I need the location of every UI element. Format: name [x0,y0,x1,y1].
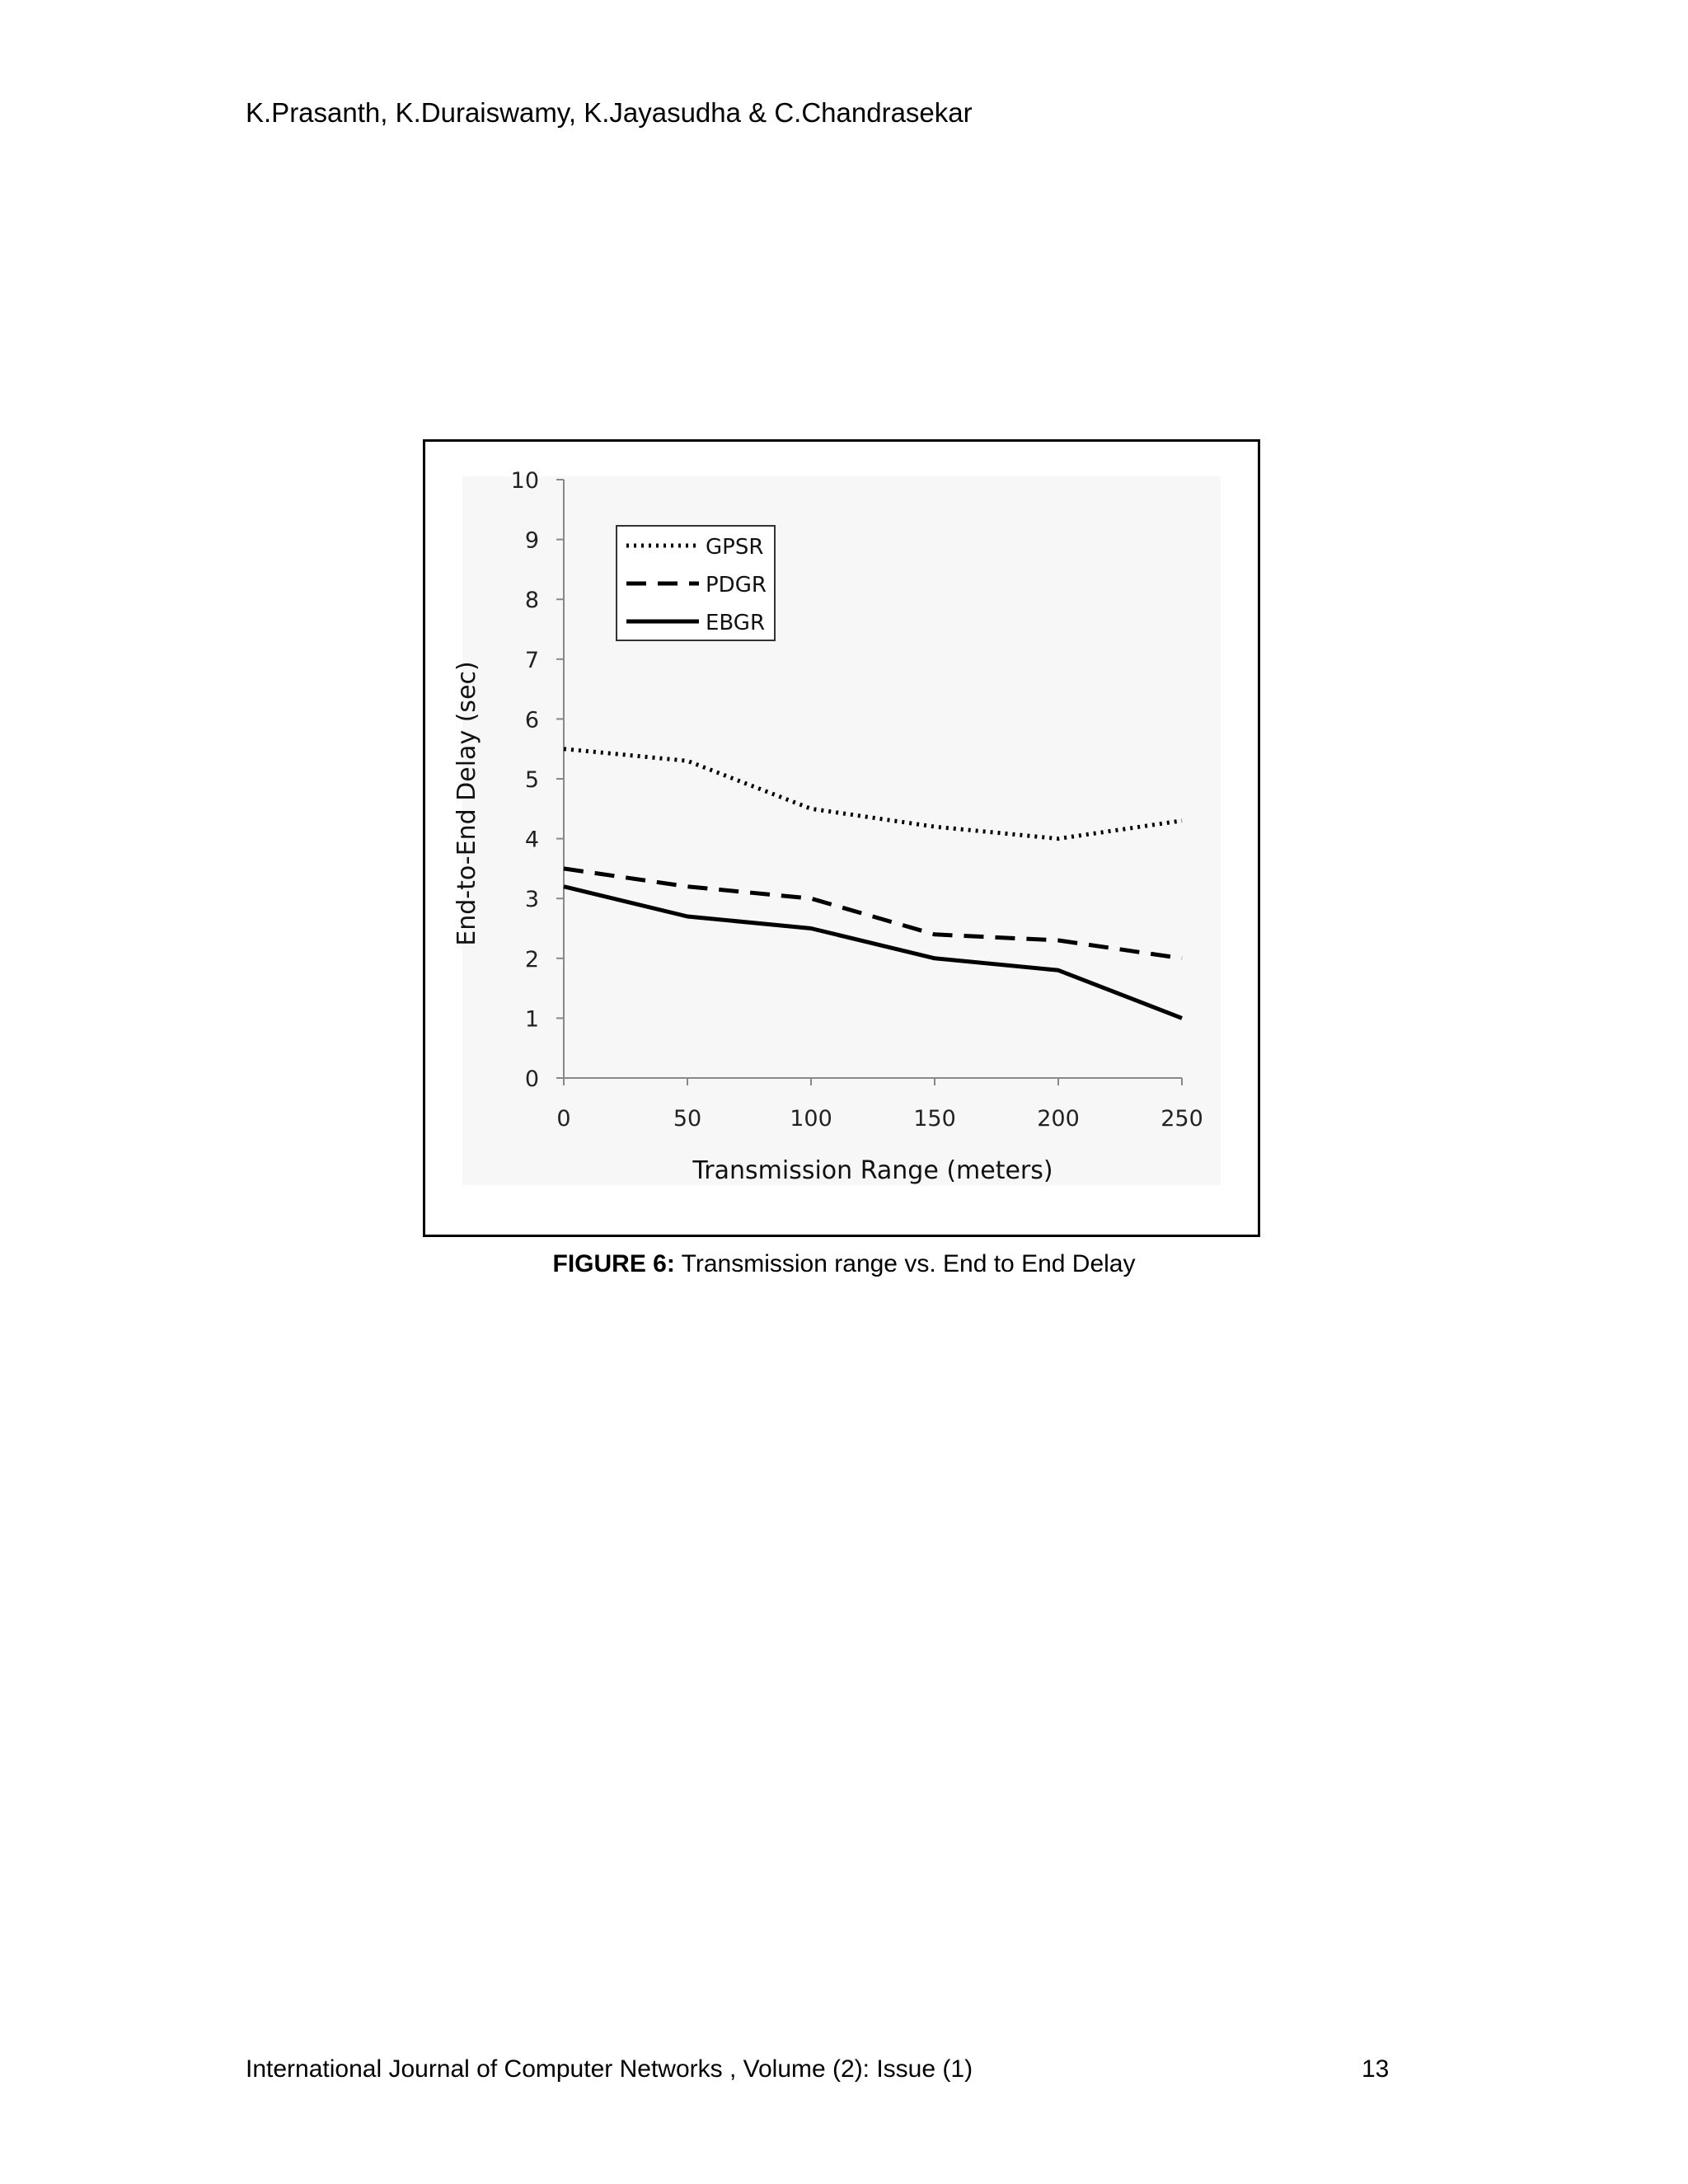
y-tick-label: 2 [525,947,539,972]
chart-series [563,747,1183,1020]
figure-caption-text: Transmission range vs. End to End Delay [674,1250,1136,1277]
series-line-gpsr [563,747,1183,841]
figure-caption-label: FIGURE 6: [552,1250,675,1277]
y-tick-label: 9 [525,528,539,554]
series-line-pdgr [563,866,1183,961]
x-tick-label: 200 [1037,1106,1080,1132]
y-tick-label: 6 [525,707,539,733]
y-tick-label: 4 [525,827,539,853]
y-tick-label: 1 [525,1006,539,1032]
y-axis-label: End-to-End Delay (sec) [452,661,481,945]
figure-frame: 0 1 2 3 4 5 6 7 8 9 10 0 50 100 150 200 250 GPSR PDGR EBGR… [423,439,1260,1237]
x-tick-label: 150 [913,1106,956,1132]
y-tick-label: 10 [511,468,539,494]
legend-label-gpsr: GPSR [706,535,763,560]
footer-page-number: 13 [1362,2055,1390,2083]
x-axis-label: Transmission Range (meters) [692,1156,1053,1185]
footer-journal: International Journal of Computer Networ… [246,2055,973,2083]
chart-plot-background [462,476,1221,1185]
y-tick-label: 3 [525,887,539,912]
legend-label-pdgr: PDGR [706,573,767,598]
y-tick-label: 7 [525,648,539,673]
x-tick-label: 250 [1160,1106,1203,1132]
x-tick-label: 0 [556,1106,570,1132]
x-tick-label: 50 [673,1106,701,1132]
y-tick-label: 8 [525,588,539,613]
series-line-ebgr [563,884,1183,1020]
x-tick-label: 100 [790,1106,832,1132]
y-tick-label: 5 [525,767,539,793]
running-header-authors: K.Prasanth, K.Duraiswamy, K.Jayasudha & … [246,97,973,128]
chart-legend: GPSR PDGR EBGR [616,525,776,641]
y-tick-label: 0 [525,1066,539,1092]
legend-label-ebgr: EBGR [706,611,765,635]
figure-caption: FIGURE 6: Transmission range vs. End to … [0,1250,1688,1278]
